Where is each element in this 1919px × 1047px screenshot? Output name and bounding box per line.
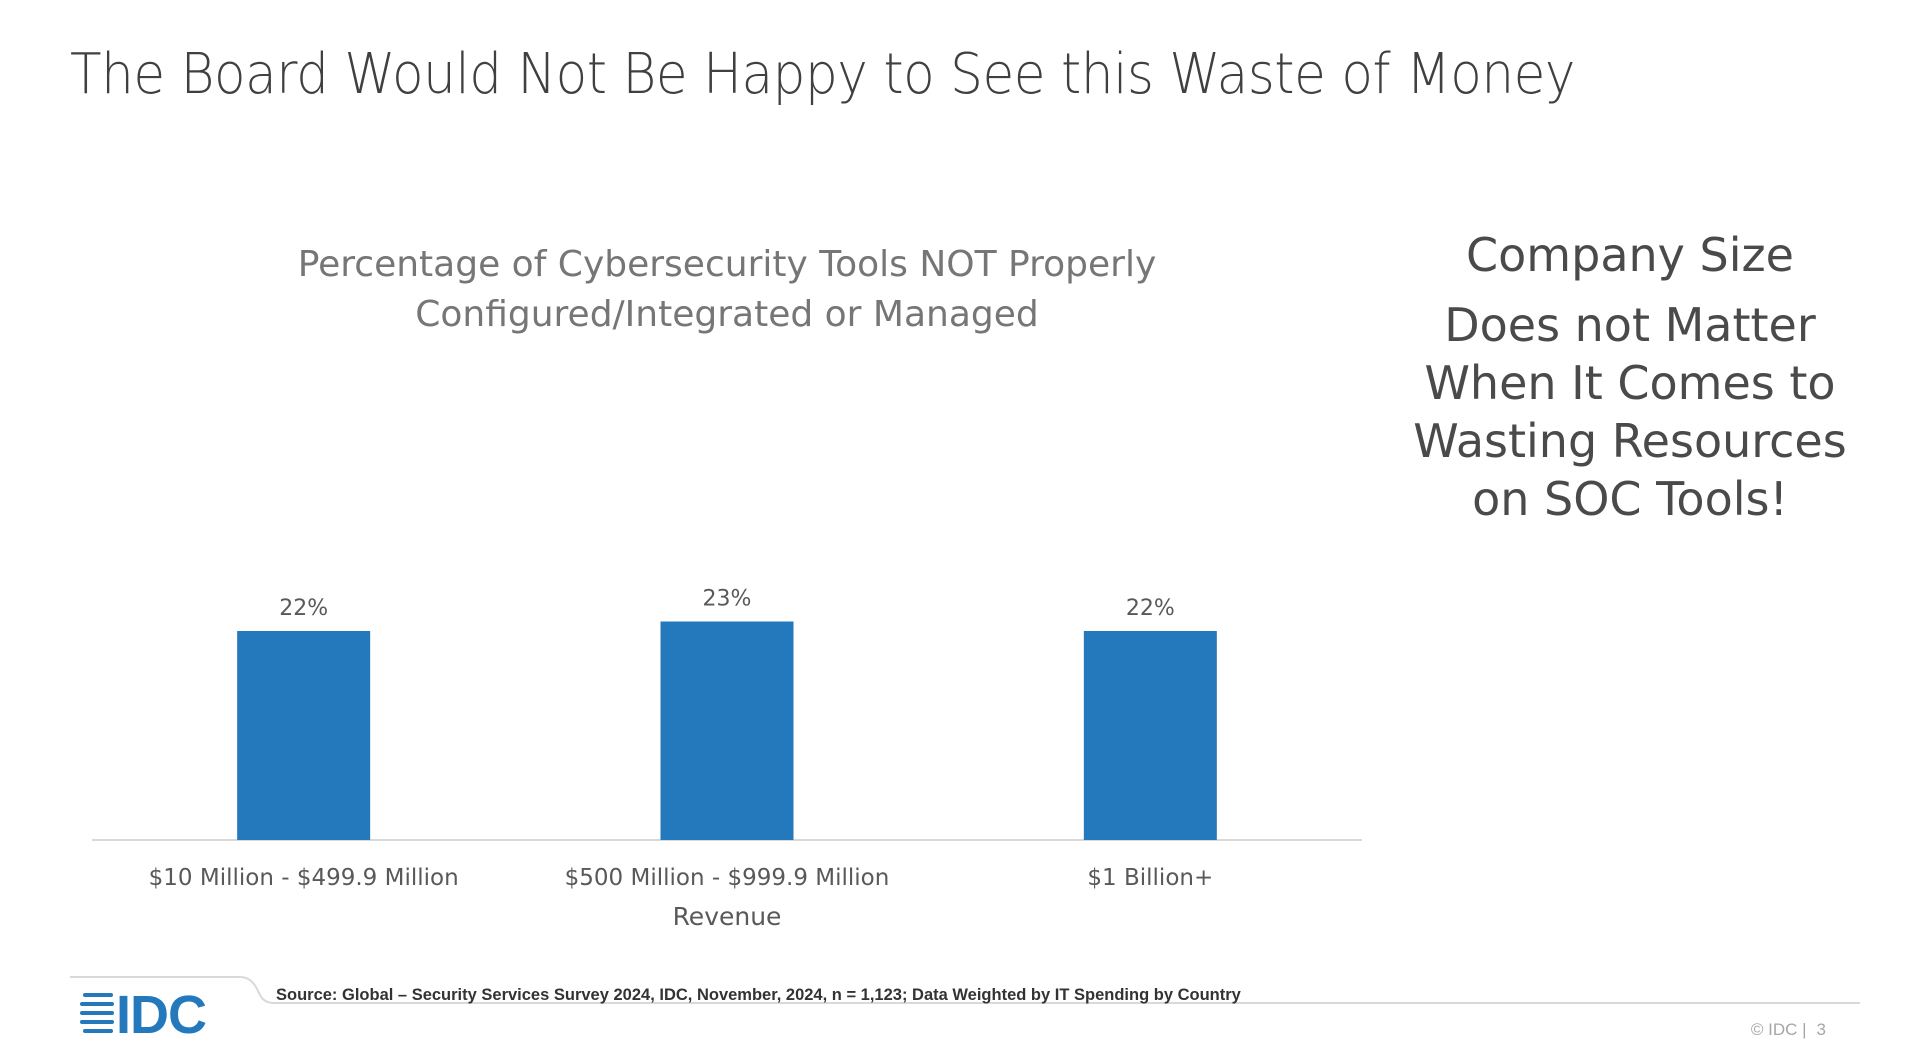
x-tick-label-1: $10 Million - $499.9 Million — [149, 865, 459, 891]
callout-line-5: on SOC Tools! — [1472, 472, 1788, 526]
x-tick-label-3: $1 Billion+ — [1087, 865, 1213, 891]
chart-title-line-2: Configured/Integrated or Managed — [415, 294, 1039, 335]
copyright-text: © IDC | — [1750, 1020, 1807, 1039]
chart-title-line-1: Percentage of Cybersecurity Tools NOT Pr… — [297, 244, 1157, 285]
callout-line-4: Wasting Resources — [1413, 414, 1847, 468]
page-number: 3 — [1816, 1020, 1826, 1039]
bar-2 — [660, 621, 794, 840]
idc-logo-icon: IDC — [80, 985, 207, 1037]
source-note: Source: Global – Security Services Surve… — [276, 986, 1241, 1004]
x-tick-label-2: $500 Million - $999.9 Million — [565, 865, 890, 891]
data-label-1: 22% — [279, 596, 328, 621]
callout-line-2: Does not Matter — [1444, 298, 1816, 352]
bar-3 — [1083, 631, 1217, 840]
data-label-2: 23% — [703, 587, 752, 612]
copyright: © IDC | 3 — [1751, 1020, 1826, 1040]
x-axis-title: Revenue — [673, 902, 782, 931]
data-label-3: 22% — [1126, 596, 1175, 621]
footer-divider — [70, 976, 1860, 1004]
callout-line-3: When It Comes to — [1424, 356, 1836, 410]
callout-line-1: Company Size — [1466, 228, 1794, 282]
callout: Company Size Does not Matter When It Com… — [1400, 226, 1860, 528]
slide-title: The Board Would Not Be Happy to See this… — [70, 42, 1575, 107]
chart-title: Percentage of Cybersecurity Tools NOT Pr… — [92, 240, 1362, 340]
logo-text: IDC — [116, 985, 206, 1037]
bar-1 — [237, 631, 371, 840]
